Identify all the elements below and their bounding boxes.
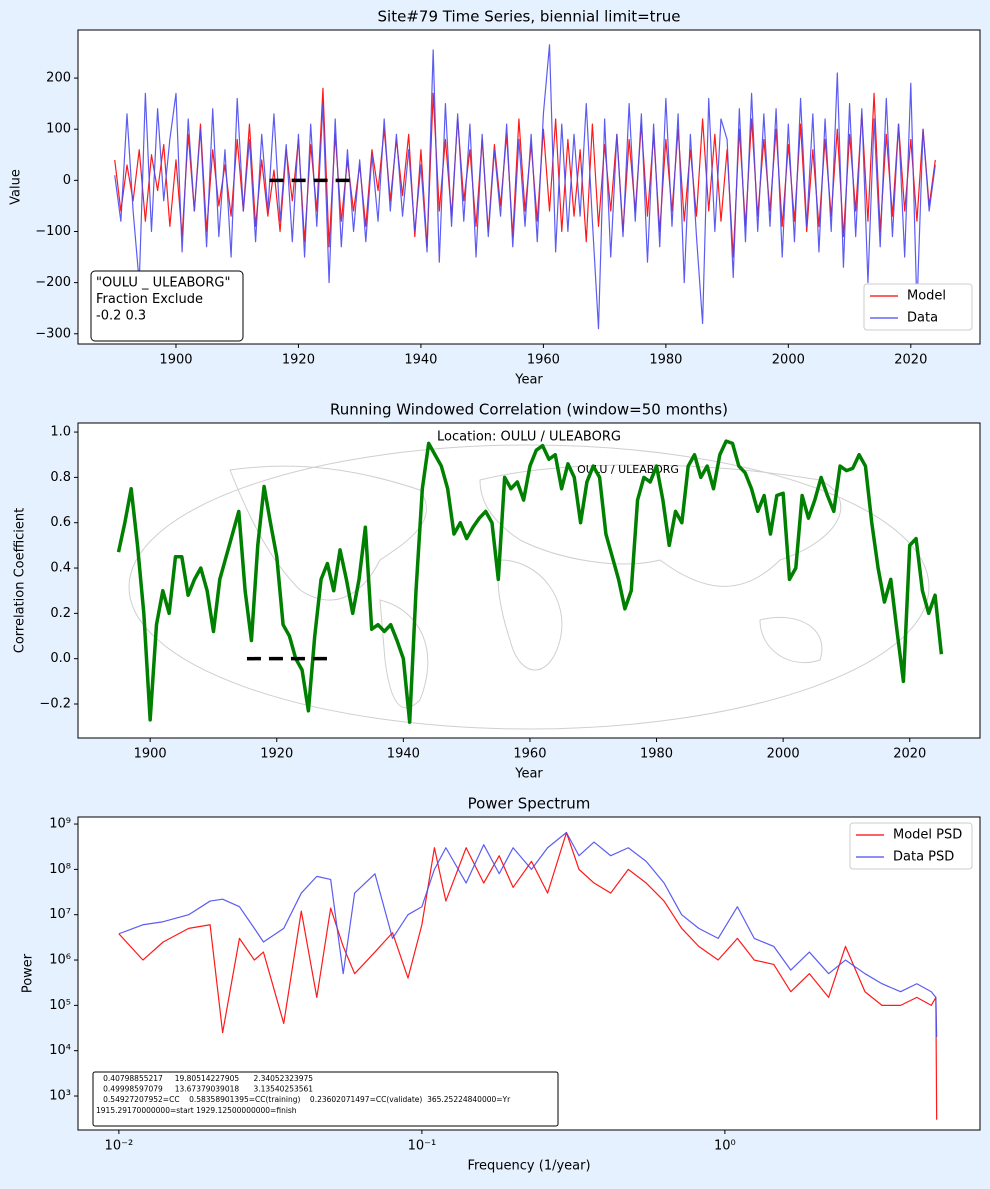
axes-frame bbox=[77, 29, 981, 345]
y-tick-label: 0.2 bbox=[50, 606, 71, 621]
chart-title: Site#79 Time Series, biennial limit=true bbox=[378, 8, 681, 26]
y-tick-label: 0.0 bbox=[50, 651, 71, 666]
x-tick-label: 2020 bbox=[893, 747, 926, 762]
x-axis-label: Year bbox=[514, 373, 543, 388]
axes-frame bbox=[77, 816, 981, 1131]
x-tick-label: 10⁻² bbox=[105, 1139, 134, 1154]
background-text: Location: OULU / ULEABORG bbox=[437, 430, 621, 445]
y-axis-label: Power bbox=[21, 953, 36, 993]
x-tick-label: 1940 bbox=[404, 353, 437, 368]
y-tick-label: 10⁷ bbox=[49, 907, 71, 922]
annotation-text: 1915.29170000000=start 1929.12500000000=… bbox=[96, 1106, 297, 1115]
legend-label: Data bbox=[907, 311, 938, 326]
y-tick-label: −100 bbox=[35, 224, 71, 239]
plot-layer bbox=[114, 44, 936, 330]
y-axis-label: Correlation Coefficient bbox=[13, 508, 28, 654]
legend-label: Model PSD bbox=[893, 828, 962, 843]
y-tick-label: 0.6 bbox=[50, 515, 71, 530]
annotation-box bbox=[90, 270, 244, 342]
x-tick-label: 1980 bbox=[649, 353, 682, 368]
y-tick-label: −200 bbox=[35, 275, 71, 290]
axes-frame bbox=[77, 422, 981, 739]
y-tick-label: −0.2 bbox=[39, 697, 71, 712]
x-tick-label: 1920 bbox=[260, 747, 293, 762]
x-tick-label: 10⁰ bbox=[714, 1139, 736, 1154]
y-tick-label: 10⁸ bbox=[49, 862, 71, 877]
y-tick-label: 0.8 bbox=[50, 470, 71, 485]
x-tick-label: 2000 bbox=[772, 353, 805, 368]
x-tick-label: 2000 bbox=[767, 747, 800, 762]
x-tick-label: 1900 bbox=[134, 747, 167, 762]
data-line bbox=[116, 439, 944, 724]
legend-label: Model bbox=[907, 289, 946, 304]
x-tick-label: 1920 bbox=[282, 353, 315, 368]
annotation-text: Fraction Exclude bbox=[96, 292, 203, 307]
y-tick-label: 1.0 bbox=[50, 425, 71, 440]
x-tick-label: 1940 bbox=[387, 747, 420, 762]
annotation-text: 0.49998597079 13.67379039018 3.135402535… bbox=[96, 1085, 313, 1094]
x-tick-label: 10⁻¹ bbox=[408, 1139, 437, 1154]
x-axis-label: Year bbox=[514, 767, 543, 782]
annotation-text: -0.2 0.3 bbox=[96, 309, 146, 324]
x-tick-label: 1980 bbox=[640, 747, 673, 762]
legend-label: Data PSD bbox=[893, 850, 954, 865]
plot-layer bbox=[116, 439, 944, 724]
x-tick-label: 1960 bbox=[527, 353, 560, 368]
y-tick-label: 10⁴ bbox=[49, 1043, 71, 1058]
y-tick-label: 0 bbox=[63, 173, 71, 188]
background-map bbox=[128, 444, 930, 730]
y-axis-label: Value bbox=[9, 169, 24, 205]
y-tick-label: 100 bbox=[46, 122, 71, 137]
annotation-text: 0.40798855217 19.80514227905 2.340523239… bbox=[96, 1074, 313, 1083]
y-tick-label: 10⁶ bbox=[49, 953, 71, 968]
chart-title: Running Windowed Correlation (window=50 … bbox=[330, 401, 728, 419]
x-axis-label: Frequency (1/year) bbox=[467, 1159, 590, 1174]
plot-layer bbox=[118, 831, 938, 1120]
x-tick-label: 2020 bbox=[894, 353, 927, 368]
x-tick-label: 1900 bbox=[159, 353, 192, 368]
data-line bbox=[114, 44, 936, 330]
chart-title: Power Spectrum bbox=[468, 795, 591, 813]
x-tick-label: 1960 bbox=[513, 747, 546, 762]
data-line bbox=[118, 831, 938, 1120]
y-tick-label: −300 bbox=[35, 326, 71, 341]
y-tick-label: 10³ bbox=[49, 1089, 71, 1104]
y-tick-label: 10⁹ bbox=[49, 817, 71, 832]
y-tick-label: 0.4 bbox=[50, 561, 71, 576]
annotation-box bbox=[92, 1071, 559, 1127]
y-tick-label: 200 bbox=[46, 71, 71, 86]
data-line bbox=[118, 831, 938, 1038]
y-tick-label: 10⁵ bbox=[49, 998, 71, 1013]
annotation-text: 0.54927207952=CC 0.58358901395=CC(traini… bbox=[96, 1095, 511, 1104]
annotation-text: "OULU _ ULEABORG" bbox=[96, 276, 230, 291]
